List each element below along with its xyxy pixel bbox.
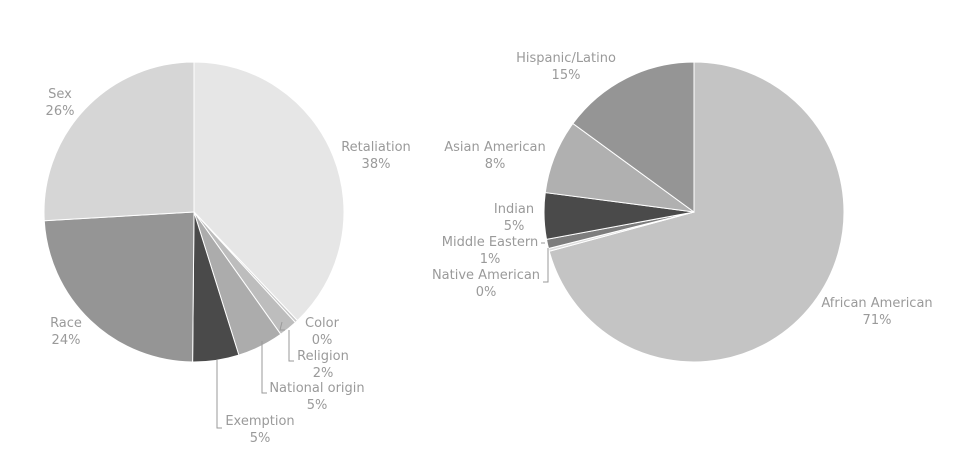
pie-slice-retaliation[interactable] — [193, 61, 345, 322]
slice-label-name: Asian American — [444, 140, 545, 155]
slice-label-retaliation: Retaliation 38% — [341, 140, 411, 172]
slice-label-name: Native American — [432, 268, 540, 283]
slice-label-name: African American — [821, 296, 932, 311]
slice-label-name: Race — [50, 316, 82, 331]
pie-slice-hispanic-latino[interactable] — [572, 61, 695, 213]
slice-label-percent: 5% — [307, 398, 328, 413]
slice-label-name: Middle Eastern — [442, 235, 538, 250]
slice-label-native-american: Native American 0% — [432, 268, 540, 300]
slice-label-name: Religion — [297, 349, 349, 364]
slice-label-middle-eastern: Middle Eastern 1% — [442, 235, 538, 267]
slice-label-national-origin: National origin 5% — [269, 381, 364, 413]
slice-label-exemption: Exemption 5% — [225, 414, 294, 446]
slice-label-race: Race 24% — [50, 316, 82, 348]
slice-label-percent: 2% — [313, 366, 334, 381]
slice-label-name: Indian — [494, 202, 534, 217]
leader-line-national-origin — [261, 341, 267, 394]
slice-label-percent: 15% — [552, 68, 581, 83]
slice-label-percent: 71% — [863, 313, 892, 328]
slice-label-percent: 8% — [485, 157, 506, 172]
leader-line-exemption — [216, 360, 222, 429]
slice-label-name: Sex — [48, 87, 72, 102]
slice-label-percent: 0% — [312, 333, 333, 348]
slice-label-asian-american: Asian American 8% — [444, 140, 545, 172]
slice-label-name: National origin — [269, 381, 364, 396]
slice-label-percent: 0% — [476, 285, 497, 300]
pie-slice-african-american[interactable] — [548, 61, 845, 363]
leader-line-religion — [288, 330, 294, 362]
slice-label-sex: Sex 26% — [46, 87, 75, 119]
slice-label-color: Color 0% — [305, 316, 340, 348]
pie-slice-sex[interactable] — [43, 61, 195, 222]
pie-chart-complaint-basis: Retaliation 38% Color 0%Religion 2%National … — [43, 61, 411, 446]
leader-line-native-american — [543, 248, 549, 283]
slice-label-percent: 38% — [362, 157, 391, 172]
slice-label-indian: Indian 5% — [494, 202, 534, 234]
slice-label-percent: 26% — [46, 104, 75, 119]
slice-label-percent: 5% — [504, 219, 525, 234]
slice-label-religion: Religion 2% — [297, 349, 349, 381]
slice-label-name: Color — [305, 316, 340, 331]
slice-label-name: Retaliation — [341, 140, 411, 155]
slice-label-african-american: African American 71% — [821, 296, 932, 328]
pie-chart-race-ethnicity: African American 71% Native American 0% Midd… — [432, 51, 933, 363]
slice-label-percent: 5% — [250, 431, 271, 446]
slice-label-percent: 1% — [480, 252, 501, 267]
leader-line-color — [279, 321, 285, 331]
slice-label-name: Hispanic/Latino — [516, 51, 616, 66]
slice-label-name: Exemption — [225, 414, 294, 429]
pie-slice-race[interactable] — [43, 211, 195, 363]
slice-label-hispanic-latino: Hispanic/Latino 15% — [516, 51, 616, 83]
slice-label-percent: 24% — [52, 333, 81, 348]
